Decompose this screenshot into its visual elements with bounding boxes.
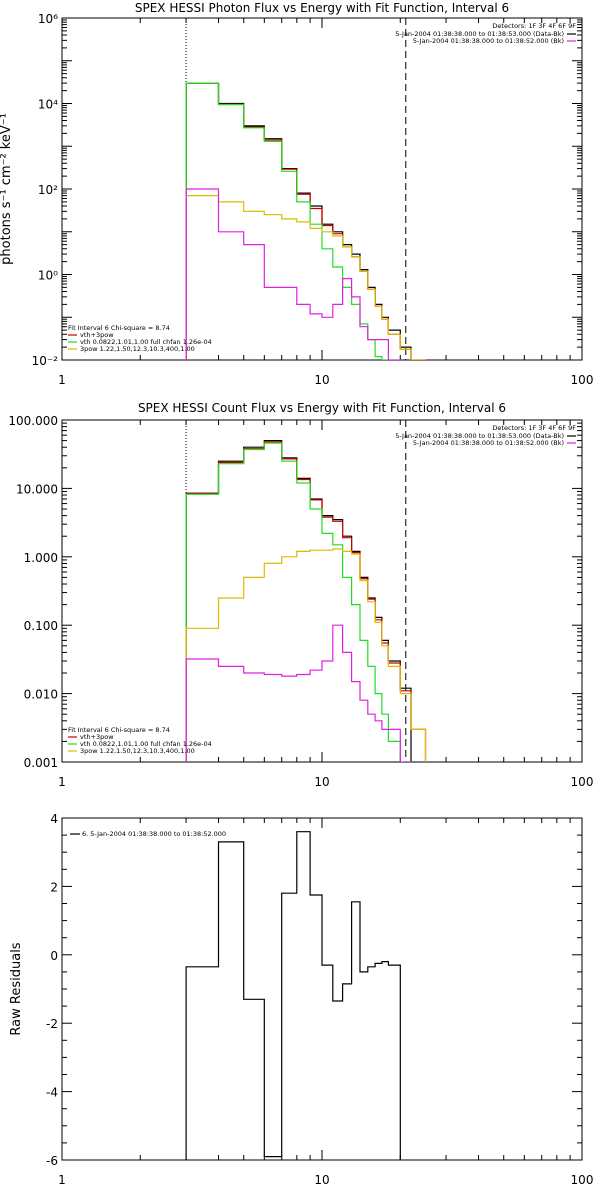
legend-detectors: Detectors: 1F 3F 4F 6F 9F [492,22,576,30]
legend-label: 6. 5-Jan-2004 01:38:38.000 to 01:38:52.0… [82,830,226,838]
series-3pow [185,195,427,360]
x-tick-label: 10 [314,1173,329,1187]
legend-right-label: 5-Jan-2004 01:38:38.000 to 01:38:52.000 … [413,37,564,45]
legend-left-label: vth+3pow [80,331,114,339]
y-tick-label: 4 [50,812,58,826]
series-vth-3pow [185,441,427,762]
y-tick-label: 10.000 [16,482,58,496]
y-tick-label: 0.001 [24,756,58,770]
legend-detectors: Detectors: 1F 3F 4F 6F 9F [492,424,576,432]
legend-left-label: 3pow 1.22,1.50,12.3,10.3,400,1.00 [80,345,195,353]
legend-right-label: 5-Jan-2004 01:38:38.000 to 01:38:52.000 … [413,439,564,447]
series-data-bk [185,440,412,762]
x-tick-label: 100 [571,373,594,387]
series-bk [185,188,401,360]
plot-2 [61,419,583,763]
x-tick-label: 1 [58,775,66,789]
plot-frame [61,419,583,763]
legend-left-label: vth 0.0822,1.01,1.00 full chfan 1.26e-04 [80,740,212,748]
plot-frame [61,817,583,1161]
y-tick-label: 0 [50,949,58,963]
series-data-bk [185,82,412,360]
series-residuals [185,831,401,1160]
y-tick-label: 10⁰ [38,269,58,283]
legend-left-label: 3pow 1.22,1.50,12.3,10.3,400,1.00 [80,747,195,755]
legend-fit-title: Fit Interval 6 Chi-square = 8.74 [68,324,170,332]
legend-right-label: 5-Jan-2004 01:38:38.000 to 01:38:53.000 … [395,432,564,440]
series-vth-3pow [185,82,427,360]
plot-3 [61,817,583,1161]
y-tick-label: 10⁴ [38,98,58,112]
y-tick-label: 100.000 [8,414,58,428]
plot-frame [61,17,583,361]
y-tick-label: -4 [46,1086,58,1100]
y-tick-label: -6 [46,1154,58,1168]
y-axis-label: photons s⁻¹ cm⁻² keV⁻¹ [0,113,14,265]
x-tick-label: 1 [58,373,66,387]
x-tick-label: 10 [314,775,329,789]
series-bk [185,624,412,762]
plot-title: SPEX HESSI Photon Flux vs Energy with Fi… [135,1,509,15]
y-tick-label: -2 [46,1017,58,1031]
y-tick-label: 10⁶ [38,12,58,26]
series-3pow [185,548,427,762]
legend-left-label: vth+3pow [80,733,114,741]
series-vth [185,82,389,360]
y-tick-label: 10⁻² [32,354,59,368]
y-tick-label: 0.100 [24,619,58,633]
y-axis-label: Raw Residuals [9,942,24,1035]
x-tick-label: 10 [314,373,329,387]
legend-fit-title: Fit Interval 6 Chi-square = 8.74 [68,726,170,734]
x-tick-label: 100 [571,775,594,789]
y-tick-label: 10² [38,183,58,197]
x-tick-label: 100 [571,1173,594,1187]
legend-right-label: 5-Jan-2004 01:38:38.000 to 01:38:53.000 … [395,30,564,38]
plot-title: SPEX HESSI Count Flux vs Energy with Fit… [138,401,506,415]
legend-left-label: vth 0.0822,1.01,1.00 full chfan 1.26e-04 [80,338,212,346]
y-tick-label: 0.010 [24,688,58,702]
y-tick-label: 2 [50,880,58,894]
y-tick-label: 1.000 [24,551,58,565]
plot-1 [61,17,583,361]
series-vth [185,442,401,762]
x-tick-label: 1 [58,1173,66,1187]
